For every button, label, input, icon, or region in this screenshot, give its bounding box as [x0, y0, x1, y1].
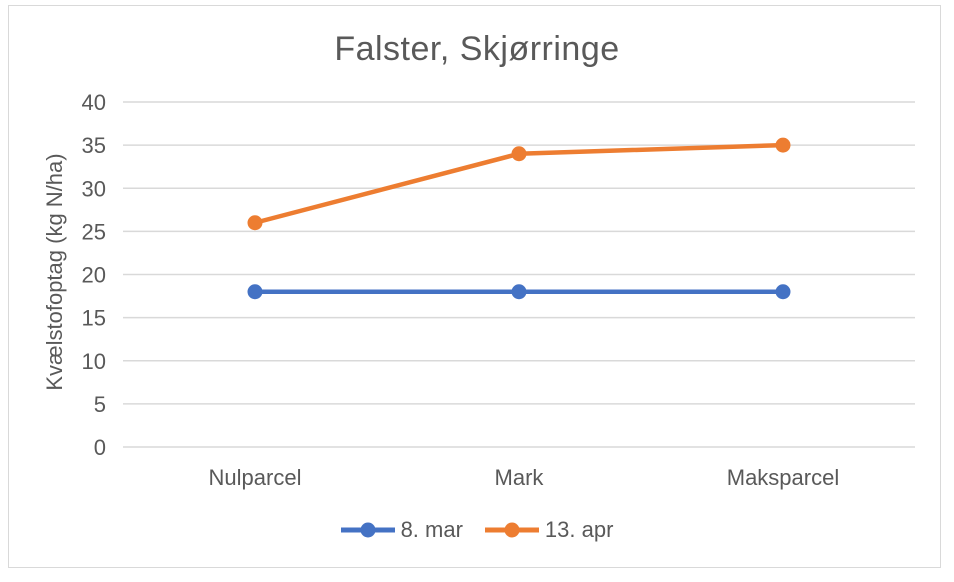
legend-marker — [504, 522, 520, 538]
y-tick-label: 5 — [94, 392, 106, 417]
data-point-13. apr-Nulparcel — [247, 215, 263, 231]
legend-label: 13. apr — [544, 517, 614, 542]
chart-title: Falster, Skjørringe — [334, 30, 620, 68]
y-tick-label: 30 — [82, 176, 106, 201]
legend-entry-13-apr: 13. apr — [484, 517, 614, 543]
y-tick-label: 0 — [94, 435, 106, 460]
data-point-13. apr-Maksparcel — [775, 137, 791, 153]
y-tick-label: 20 — [82, 263, 106, 288]
y-tick-label: 40 — [82, 90, 106, 115]
legend-marker — [360, 522, 376, 538]
x-tick-label: Nulparcel — [209, 465, 302, 490]
data-point-8. mar-Maksparcel — [775, 284, 791, 300]
x-tick-label: Maksparcel — [727, 465, 839, 490]
data-point-13. apr-Mark — [511, 146, 527, 162]
y-tick-label: 15 — [82, 306, 106, 331]
y-tick-label: 25 — [82, 219, 106, 244]
legend-entry-8-mar: 8. mar — [340, 517, 463, 543]
data-point-8. mar-Mark — [511, 284, 527, 300]
chart-border — [8, 5, 941, 568]
y-tick-label: 10 — [82, 349, 106, 374]
legend-line-marker-icon — [484, 522, 539, 538]
x-tick-label: Mark — [495, 465, 545, 490]
legend: 8. mar 13. apr — [0, 517, 954, 543]
data-point-8. mar-Nulparcel — [247, 284, 263, 300]
y-tick-label: 35 — [82, 133, 106, 158]
legend-label: 8. mar — [400, 517, 463, 542]
legend-line-marker-icon — [340, 522, 395, 538]
